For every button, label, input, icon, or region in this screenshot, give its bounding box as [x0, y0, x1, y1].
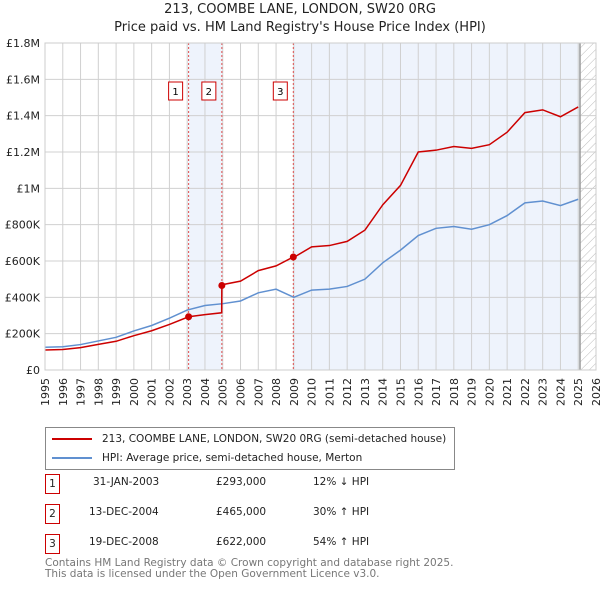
x-tick-label: 2008: [270, 378, 283, 406]
legend-item-hpi: HPI: Average price, semi-detached house,…: [52, 452, 362, 464]
hpi-line: [44, 198, 579, 349]
sale-point: [218, 282, 226, 290]
y-tick-label: £1M: [17, 182, 41, 195]
sale-price: £465,000: [216, 506, 267, 518]
x-tick-label: 2011: [323, 378, 336, 406]
y-tick-label: £400K: [5, 291, 41, 304]
x-tick-label: 2025: [572, 378, 585, 406]
sale-price: £622,000: [216, 536, 267, 548]
legend-swatch-blue: [52, 457, 92, 459]
y-tick-label: £0: [26, 364, 40, 377]
x-tick-label: 1995: [39, 378, 52, 406]
sale-hpi-diff: 12% ↓ HPI: [313, 476, 370, 488]
footer: Contains HM Land Registry data © Crown c…: [45, 558, 453, 580]
x-tick-label: 2000: [128, 378, 141, 406]
y-tick-label: £200K: [5, 328, 41, 341]
sale-marker-badge: 3: [45, 534, 60, 554]
sale-row: 2 13-DEC-2004 £465,000 30% ↑ HPI: [45, 504, 445, 524]
x-tick-label: 1998: [92, 378, 105, 406]
x-tick-label: 2022: [519, 378, 532, 406]
x-tick-label: 2018: [448, 378, 461, 406]
sale-date: 19-DEC-2008: [89, 536, 159, 548]
shaded-period: [293, 43, 581, 370]
sale-date: 13-DEC-2004: [89, 506, 159, 518]
sale-marker-badge: 1: [45, 474, 60, 494]
x-tick-label: 2024: [554, 378, 567, 406]
legend: 213, COOMBE LANE, LONDON, SW20 0RG (semi…: [45, 427, 455, 470]
sale-row: 3 19-DEC-2008 £622,000 54% ↑ HPI: [45, 534, 445, 554]
chart-title: 213, COOMBE LANE, LONDON, SW20 0RG: [164, 2, 436, 17]
legend-label: HPI: Average price, semi-detached house,…: [102, 452, 363, 464]
y-tick-label: £800K: [5, 219, 41, 232]
x-tick-label: 2015: [394, 378, 407, 406]
copyright-text: Contains HM Land Registry data © Crown c…: [45, 557, 454, 569]
sale-point: [185, 313, 193, 321]
y-tick-label: £1.8M: [6, 37, 40, 50]
sale-marker-badge: 2: [45, 504, 60, 524]
sale-label-box: [272, 81, 288, 101]
sale-price: £293,000: [216, 476, 267, 488]
x-tick-label: 2003: [181, 378, 194, 406]
x-tick-label: 2020: [483, 378, 496, 406]
x-tick-label: 2009: [288, 378, 301, 406]
sale-label: 3: [277, 87, 283, 98]
x-tick-label: 2021: [501, 378, 514, 406]
y-tick-label: £1.4M: [6, 110, 40, 123]
chart-subtitle: Price paid vs. HM Land Registry's House …: [114, 20, 486, 35]
x-tick-label: 2017: [430, 378, 443, 406]
x-tick-label: 2006: [235, 378, 248, 406]
x-tick-label: 2004: [199, 378, 212, 406]
price-chart: 1995 1996 1997 1998 1999 2000 2001 2002 2003 2004…: [5, 37, 600, 406]
sale-hpi-diff: 54% ↑ HPI: [313, 536, 370, 548]
x-tick-label: 2016: [412, 378, 425, 406]
sale-label: 1: [172, 87, 178, 98]
x-tick-label: 2023: [537, 378, 550, 406]
sale-label: 2: [206, 87, 212, 98]
x-tick-label: 2005: [217, 378, 230, 406]
x-tick-label: 2019: [466, 378, 479, 406]
licence-text: This data is licensed under the Open Gov…: [45, 568, 380, 580]
legend-label: 213, COOMBE LANE, LONDON, SW20 0RG (semi…: [102, 433, 447, 445]
x-tick-label: 2012: [341, 378, 354, 406]
sale-date: 31-JAN-2003: [93, 476, 160, 488]
x-tick-label: 1999: [110, 378, 123, 406]
plot-border: [44, 42, 597, 371]
x-tick-label: 2026: [590, 378, 600, 406]
future-hatch: [580, 43, 596, 370]
x-tick-label: 2010: [306, 378, 319, 406]
legend-item-property: 213, COOMBE LANE, LONDON, SW20 0RG (semi…: [52, 433, 446, 445]
x-tick-label: 1996: [57, 378, 70, 406]
sale-label-box: [168, 81, 184, 101]
legend-swatch-red: [52, 438, 92, 440]
x-tick-label: 2002: [163, 378, 176, 406]
sale-row: 1 31-JAN-2003 £293,000 12% ↓ HPI: [45, 474, 445, 494]
y-tick-label: £1.6M: [6, 73, 40, 86]
y-tick-label: £600K: [5, 255, 41, 268]
x-tick-label: 2013: [359, 378, 372, 406]
x-tick-label: 2001: [146, 378, 159, 406]
x-tick-label: 2014: [377, 378, 390, 406]
sale-hpi-diff: 30% ↑ HPI: [313, 506, 370, 518]
y-tick-label: £1.2M: [6, 146, 40, 159]
x-tick-label: 1997: [75, 378, 88, 406]
sale-label-box: [201, 81, 217, 101]
x-tick-label: 2007: [252, 378, 265, 406]
sale-point: [289, 253, 297, 261]
